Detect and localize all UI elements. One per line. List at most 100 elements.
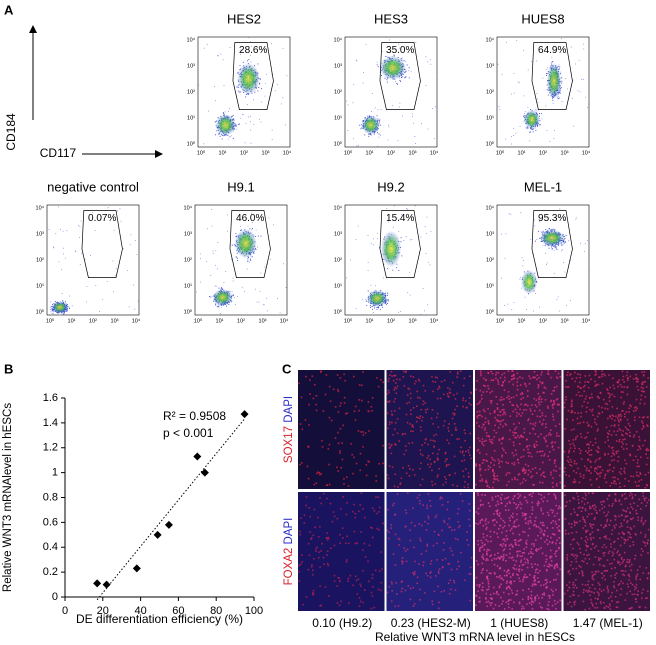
event-dot <box>64 311 65 313</box>
cell-nucleus <box>608 445 610 448</box>
cell-nucleus <box>315 403 318 406</box>
event-dot <box>559 310 561 312</box>
event-dot <box>250 142 252 144</box>
event-dot <box>120 220 122 222</box>
event-dot <box>539 112 540 114</box>
event-dot <box>247 225 249 227</box>
cell-nucleus <box>525 385 528 387</box>
event-dot <box>234 304 236 305</box>
event-dot <box>221 288 223 290</box>
cell-nucleus <box>594 467 597 469</box>
cell-nucleus <box>495 431 498 434</box>
cell-nucleus <box>537 397 540 400</box>
event-dot <box>229 47 231 49</box>
cell-nucleus <box>513 464 516 466</box>
cell-nucleus <box>521 436 523 438</box>
event-dot <box>237 87 239 89</box>
cell-nucleus <box>357 430 360 432</box>
cell-nucleus <box>613 459 615 461</box>
cell-nucleus <box>618 440 621 443</box>
y-tick-label: 1.4 <box>43 417 58 429</box>
cell-nucleus <box>519 393 522 396</box>
event-dot <box>369 134 371 136</box>
cell-nucleus <box>367 401 370 403</box>
cell-nucleus <box>485 439 487 442</box>
x-tick-label: 10² <box>387 318 395 324</box>
event-dot <box>209 296 210 298</box>
cell-nucleus <box>483 410 486 413</box>
cell-nucleus <box>514 478 516 481</box>
cell-nucleus <box>615 450 618 453</box>
cell-nucleus <box>555 398 558 401</box>
cell-nucleus <box>407 387 410 390</box>
cell-nucleus <box>508 381 511 383</box>
cell-nucleus <box>525 403 527 406</box>
cell-nucleus <box>516 406 519 408</box>
event-dot <box>51 307 53 309</box>
density-core <box>379 55 406 80</box>
event-dot <box>560 244 562 246</box>
event-dot <box>216 130 218 132</box>
event-dot <box>249 129 251 131</box>
event-dot <box>541 232 543 234</box>
cell-nucleus <box>552 407 554 409</box>
cell-nucleus <box>399 378 401 381</box>
cell-nucleus <box>622 434 624 437</box>
cell-nucleus <box>536 374 539 377</box>
cell-nucleus <box>494 374 497 376</box>
cell-nucleus <box>484 421 487 424</box>
event-dot <box>250 121 251 123</box>
event-dot <box>376 308 378 310</box>
cell-nucleus <box>343 396 346 399</box>
cell-nucleus <box>375 480 378 482</box>
cell-nucleus <box>486 484 489 487</box>
x-tick-label: 60 <box>172 605 184 617</box>
cell-nucleus <box>623 470 626 473</box>
cell-nucleus <box>420 429 422 432</box>
cell-nucleus <box>613 424 616 426</box>
cell-nucleus <box>336 466 338 469</box>
y-tick-label: 10⁰ <box>334 308 343 315</box>
cell-nucleus <box>361 371 364 373</box>
event-dot <box>346 277 348 279</box>
event-dot <box>548 228 550 230</box>
cell-nucleus <box>613 419 616 422</box>
event-dot <box>220 288 222 290</box>
event-dot <box>388 126 390 128</box>
event-dot <box>565 78 567 80</box>
cell-nucleus <box>386 412 389 415</box>
event-dot <box>236 257 238 259</box>
event-dot <box>531 115 533 117</box>
cell-nucleus <box>551 404 554 407</box>
cell-nucleus <box>409 375 412 378</box>
event-dot <box>542 230 544 232</box>
cell-nucleus <box>475 388 478 391</box>
event-dot <box>50 311 52 313</box>
cell-nucleus <box>590 393 593 396</box>
cell-nucleus <box>462 475 465 478</box>
event-dot <box>519 276 521 278</box>
cell-nucleus <box>497 383 500 385</box>
event-dot <box>63 247 64 249</box>
event-dot <box>564 241 566 242</box>
cell-nucleus <box>516 381 519 383</box>
cell-nucleus <box>612 415 615 417</box>
event-dot <box>53 246 55 248</box>
event-dot <box>210 275 212 276</box>
event-dot <box>527 69 529 71</box>
cell-nucleus <box>424 409 427 411</box>
event-dot <box>239 91 241 93</box>
cell-nucleus <box>308 403 310 406</box>
cell-nucleus <box>478 425 480 428</box>
event-dot <box>223 113 225 114</box>
event-dot <box>380 75 382 76</box>
event-dot <box>376 307 378 308</box>
cell-nucleus <box>435 416 438 419</box>
event-dot <box>407 208 408 210</box>
event-dot <box>347 104 349 106</box>
event-dot <box>519 278 521 280</box>
cell-nucleus <box>390 443 393 446</box>
y-axis-label: Relative WNT3 mRNAlevel in hESCs <box>2 403 14 592</box>
